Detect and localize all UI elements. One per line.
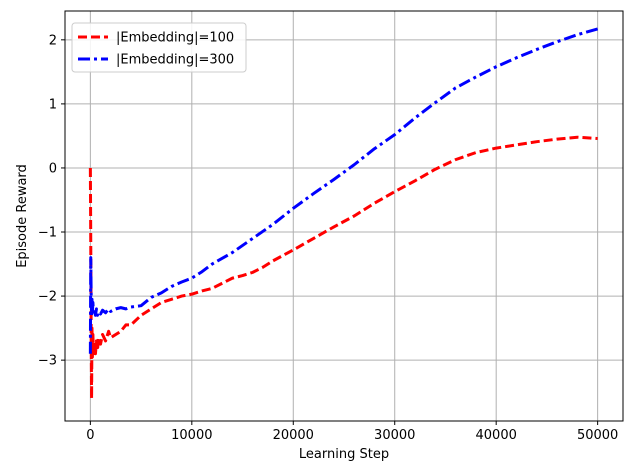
legend: |Embedding|=100 |Embedding|=300 (71, 22, 247, 73)
plot-frame (64, 10, 624, 422)
x-tick-label: 20000 (273, 428, 314, 443)
legend-label: |Embedding|=100 (116, 31, 234, 46)
y-tick-label: −3 (38, 354, 57, 369)
y-tick-label: 1 (49, 97, 57, 112)
x-tick-label: 30000 (374, 428, 415, 443)
legend-label: |Embedding|=300 (116, 53, 234, 68)
legend-box (71, 22, 247, 73)
y-tick-label: −2 (38, 290, 57, 305)
y-axis-label: Episode Reward (15, 164, 30, 268)
series-lines (88, 27, 599, 401)
series-line-1 (88, 135, 598, 401)
series-line-2 (88, 27, 599, 354)
y-tick-label: −1 (38, 226, 57, 241)
x-tick-label: 50000 (577, 428, 618, 443)
y-tick-label: 2 (49, 33, 57, 48)
y-tick-label: 0 (49, 161, 57, 176)
x-axis-label: Learning Step (299, 447, 389, 462)
x-tick-label: 10000 (171, 428, 212, 443)
axis-ticks: 0 10000 20000 30000 40000 50000 −3 −2 −1 0 1 2 (38, 33, 618, 443)
x-tick-label: 0 (86, 428, 94, 443)
x-tick-label: 40000 (476, 428, 517, 443)
